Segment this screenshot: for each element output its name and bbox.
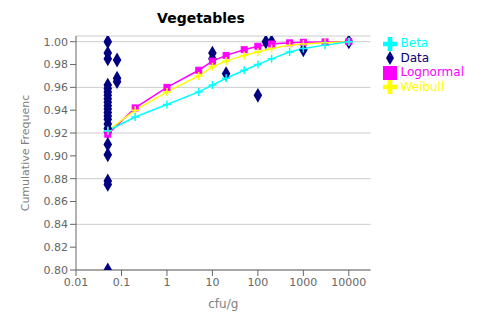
- svg-text:Cumulative Frequenc: Cumulative Frequenc: [19, 95, 32, 212]
- html-text:Beta: Beta: [400, 36, 429, 50]
- svg-text:0.92: 0.92: [44, 127, 69, 140]
- svg-text:0.82: 0.82: [44, 241, 69, 254]
- svg-text:10000: 10000: [331, 276, 366, 289]
- svg-text:100: 100: [247, 276, 268, 289]
- svg-text:0.94: 0.94: [44, 104, 69, 117]
- svg-text:0.86: 0.86: [44, 195, 69, 208]
- svg-text:1.00: 1.00: [44, 36, 69, 49]
- svg-text:0.01: 0.01: [64, 276, 89, 289]
- svg-text:cfu/g: cfu/g: [208, 297, 238, 311]
- svg-text:0.96: 0.96: [44, 81, 69, 94]
- svg-text:0.84: 0.84: [44, 218, 69, 231]
- html-text:Weibull: Weibull: [400, 79, 445, 94]
- svg-text:0.98: 0.98: [44, 58, 69, 71]
- svg-text:0.90: 0.90: [44, 150, 69, 163]
- svg-text:1000: 1000: [289, 276, 317, 289]
- svg-text:0.88: 0.88: [44, 173, 69, 186]
- svg-text:0.80: 0.80: [44, 264, 69, 277]
- svg-text:1: 1: [163, 276, 170, 289]
- html-text:Data: Data: [400, 50, 430, 65]
- svg-text:10: 10: [205, 276, 219, 289]
- html-text:Vegetables: Vegetables: [157, 10, 245, 26]
- svg-text:0.1: 0.1: [113, 276, 131, 289]
- html-text:Lognormal: Lognormal: [400, 65, 464, 79]
